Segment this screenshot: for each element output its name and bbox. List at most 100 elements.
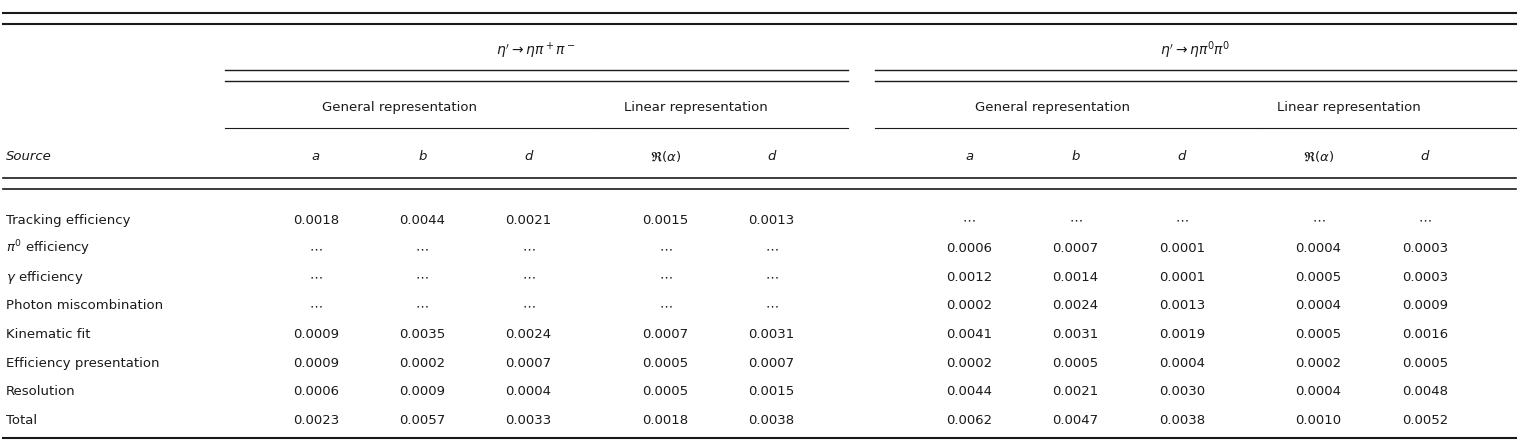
Text: b: b bbox=[418, 150, 427, 163]
Text: 0.0005: 0.0005 bbox=[1296, 271, 1341, 284]
Text: $\cdots$: $\cdots$ bbox=[416, 242, 428, 255]
Text: 0.0038: 0.0038 bbox=[1159, 414, 1205, 427]
Text: d: d bbox=[1420, 150, 1429, 163]
Text: 0.0001: 0.0001 bbox=[1159, 242, 1205, 255]
Text: 0.0004: 0.0004 bbox=[1296, 385, 1341, 398]
Text: $\cdots$: $\cdots$ bbox=[766, 271, 778, 284]
Text: 0.0004: 0.0004 bbox=[506, 385, 551, 398]
Text: General representation: General representation bbox=[975, 101, 1130, 114]
Text: $\eta' \rightarrow \eta\pi^+\pi^-$: $\eta' \rightarrow \eta\pi^+\pi^-$ bbox=[497, 40, 576, 61]
Text: 0.0031: 0.0031 bbox=[749, 328, 794, 341]
Text: $\cdots$: $\cdots$ bbox=[523, 299, 535, 312]
Text: $\cdots$: $\cdots$ bbox=[659, 271, 671, 284]
Text: 0.0002: 0.0002 bbox=[1296, 356, 1341, 370]
Text: $\mathfrak{R}(\alpha)$: $\mathfrak{R}(\alpha)$ bbox=[1303, 149, 1334, 164]
Text: 0.0038: 0.0038 bbox=[749, 414, 794, 427]
Text: Tracking efficiency: Tracking efficiency bbox=[6, 213, 131, 227]
Text: 0.0024: 0.0024 bbox=[1053, 299, 1098, 312]
Text: $\cdots$: $\cdots$ bbox=[766, 242, 778, 255]
Text: $\cdots$: $\cdots$ bbox=[1176, 213, 1188, 227]
Text: Source: Source bbox=[6, 150, 52, 163]
Text: Total: Total bbox=[6, 414, 36, 427]
Text: $\cdots$: $\cdots$ bbox=[310, 242, 322, 255]
Text: 0.0035: 0.0035 bbox=[399, 328, 445, 341]
Text: 0.0021: 0.0021 bbox=[506, 213, 551, 227]
Text: 0.0030: 0.0030 bbox=[1159, 385, 1205, 398]
Text: 0.0048: 0.0048 bbox=[1402, 385, 1448, 398]
Text: 0.0004: 0.0004 bbox=[1296, 299, 1341, 312]
Text: 0.0019: 0.0019 bbox=[1159, 328, 1205, 341]
Text: 0.0006: 0.0006 bbox=[946, 242, 992, 255]
Text: 0.0018: 0.0018 bbox=[293, 213, 339, 227]
Text: Linear representation: Linear representation bbox=[624, 101, 767, 114]
Text: 0.0002: 0.0002 bbox=[946, 299, 992, 312]
Text: $\cdots$: $\cdots$ bbox=[766, 299, 778, 312]
Text: 0.0001: 0.0001 bbox=[1159, 271, 1205, 284]
Text: 0.0010: 0.0010 bbox=[1296, 414, 1341, 427]
Text: $\cdots$: $\cdots$ bbox=[659, 299, 671, 312]
Text: 0.0009: 0.0009 bbox=[399, 385, 445, 398]
Text: 0.0004: 0.0004 bbox=[1296, 242, 1341, 255]
Text: 0.0047: 0.0047 bbox=[1053, 414, 1098, 427]
Text: $\cdots$: $\cdots$ bbox=[310, 271, 322, 284]
Text: 0.0015: 0.0015 bbox=[643, 213, 688, 227]
Text: 0.0003: 0.0003 bbox=[1402, 271, 1448, 284]
Text: a: a bbox=[311, 150, 321, 163]
Text: 0.0002: 0.0002 bbox=[946, 356, 992, 370]
Text: 0.0015: 0.0015 bbox=[749, 385, 794, 398]
Text: 0.0016: 0.0016 bbox=[1402, 328, 1448, 341]
Text: 0.0005: 0.0005 bbox=[643, 385, 688, 398]
Text: 0.0009: 0.0009 bbox=[293, 356, 339, 370]
Text: $\gamma$ efficiency: $\gamma$ efficiency bbox=[6, 269, 84, 286]
Text: 0.0033: 0.0033 bbox=[506, 414, 551, 427]
Text: 0.0012: 0.0012 bbox=[946, 271, 992, 284]
Text: $\cdots$: $\cdots$ bbox=[963, 213, 975, 227]
Text: $\cdots$: $\cdots$ bbox=[659, 242, 671, 255]
Text: $\cdots$: $\cdots$ bbox=[416, 271, 428, 284]
Text: b: b bbox=[1071, 150, 1080, 163]
Text: 0.0005: 0.0005 bbox=[643, 356, 688, 370]
Text: 0.0014: 0.0014 bbox=[1053, 271, 1098, 284]
Text: Photon miscombination: Photon miscombination bbox=[6, 299, 163, 312]
Text: 0.0007: 0.0007 bbox=[749, 356, 794, 370]
Text: 0.0023: 0.0023 bbox=[293, 414, 339, 427]
Text: Kinematic fit: Kinematic fit bbox=[6, 328, 91, 341]
Text: 0.0013: 0.0013 bbox=[1159, 299, 1205, 312]
Text: 0.0041: 0.0041 bbox=[946, 328, 992, 341]
Text: 0.0005: 0.0005 bbox=[1296, 328, 1341, 341]
Text: $\cdots$: $\cdots$ bbox=[523, 242, 535, 255]
Text: 0.0007: 0.0007 bbox=[1053, 242, 1098, 255]
Text: Efficiency presentation: Efficiency presentation bbox=[6, 356, 159, 370]
Text: 0.0044: 0.0044 bbox=[399, 213, 445, 227]
Text: d: d bbox=[524, 150, 533, 163]
Text: 0.0062: 0.0062 bbox=[946, 414, 992, 427]
Text: 0.0007: 0.0007 bbox=[643, 328, 688, 341]
Text: 0.0057: 0.0057 bbox=[399, 414, 445, 427]
Text: General representation: General representation bbox=[322, 101, 477, 114]
Text: 0.0005: 0.0005 bbox=[1402, 356, 1448, 370]
Text: 0.0044: 0.0044 bbox=[946, 385, 992, 398]
Text: Linear representation: Linear representation bbox=[1277, 101, 1420, 114]
Text: $\cdots$: $\cdots$ bbox=[1419, 213, 1431, 227]
Text: $\cdots$: $\cdots$ bbox=[1069, 213, 1082, 227]
Text: 0.0002: 0.0002 bbox=[399, 356, 445, 370]
Text: a: a bbox=[965, 150, 974, 163]
Text: 0.0013: 0.0013 bbox=[749, 213, 794, 227]
Text: 0.0007: 0.0007 bbox=[506, 356, 551, 370]
Text: 0.0005: 0.0005 bbox=[1053, 356, 1098, 370]
Text: Resolution: Resolution bbox=[6, 385, 76, 398]
Text: $\cdots$: $\cdots$ bbox=[1312, 213, 1325, 227]
Text: 0.0003: 0.0003 bbox=[1402, 242, 1448, 255]
Text: 0.0021: 0.0021 bbox=[1053, 385, 1098, 398]
Text: 0.0052: 0.0052 bbox=[1402, 414, 1448, 427]
Text: $\pi^0$ efficiency: $\pi^0$ efficiency bbox=[6, 239, 91, 258]
Text: 0.0018: 0.0018 bbox=[643, 414, 688, 427]
Text: 0.0009: 0.0009 bbox=[1402, 299, 1448, 312]
Text: 0.0006: 0.0006 bbox=[293, 385, 339, 398]
Text: 0.0024: 0.0024 bbox=[506, 328, 551, 341]
Text: $\cdots$: $\cdots$ bbox=[310, 299, 322, 312]
Text: 0.0031: 0.0031 bbox=[1053, 328, 1098, 341]
Text: $\cdots$: $\cdots$ bbox=[523, 271, 535, 284]
Text: 0.0004: 0.0004 bbox=[1159, 356, 1205, 370]
Text: d: d bbox=[767, 150, 776, 163]
